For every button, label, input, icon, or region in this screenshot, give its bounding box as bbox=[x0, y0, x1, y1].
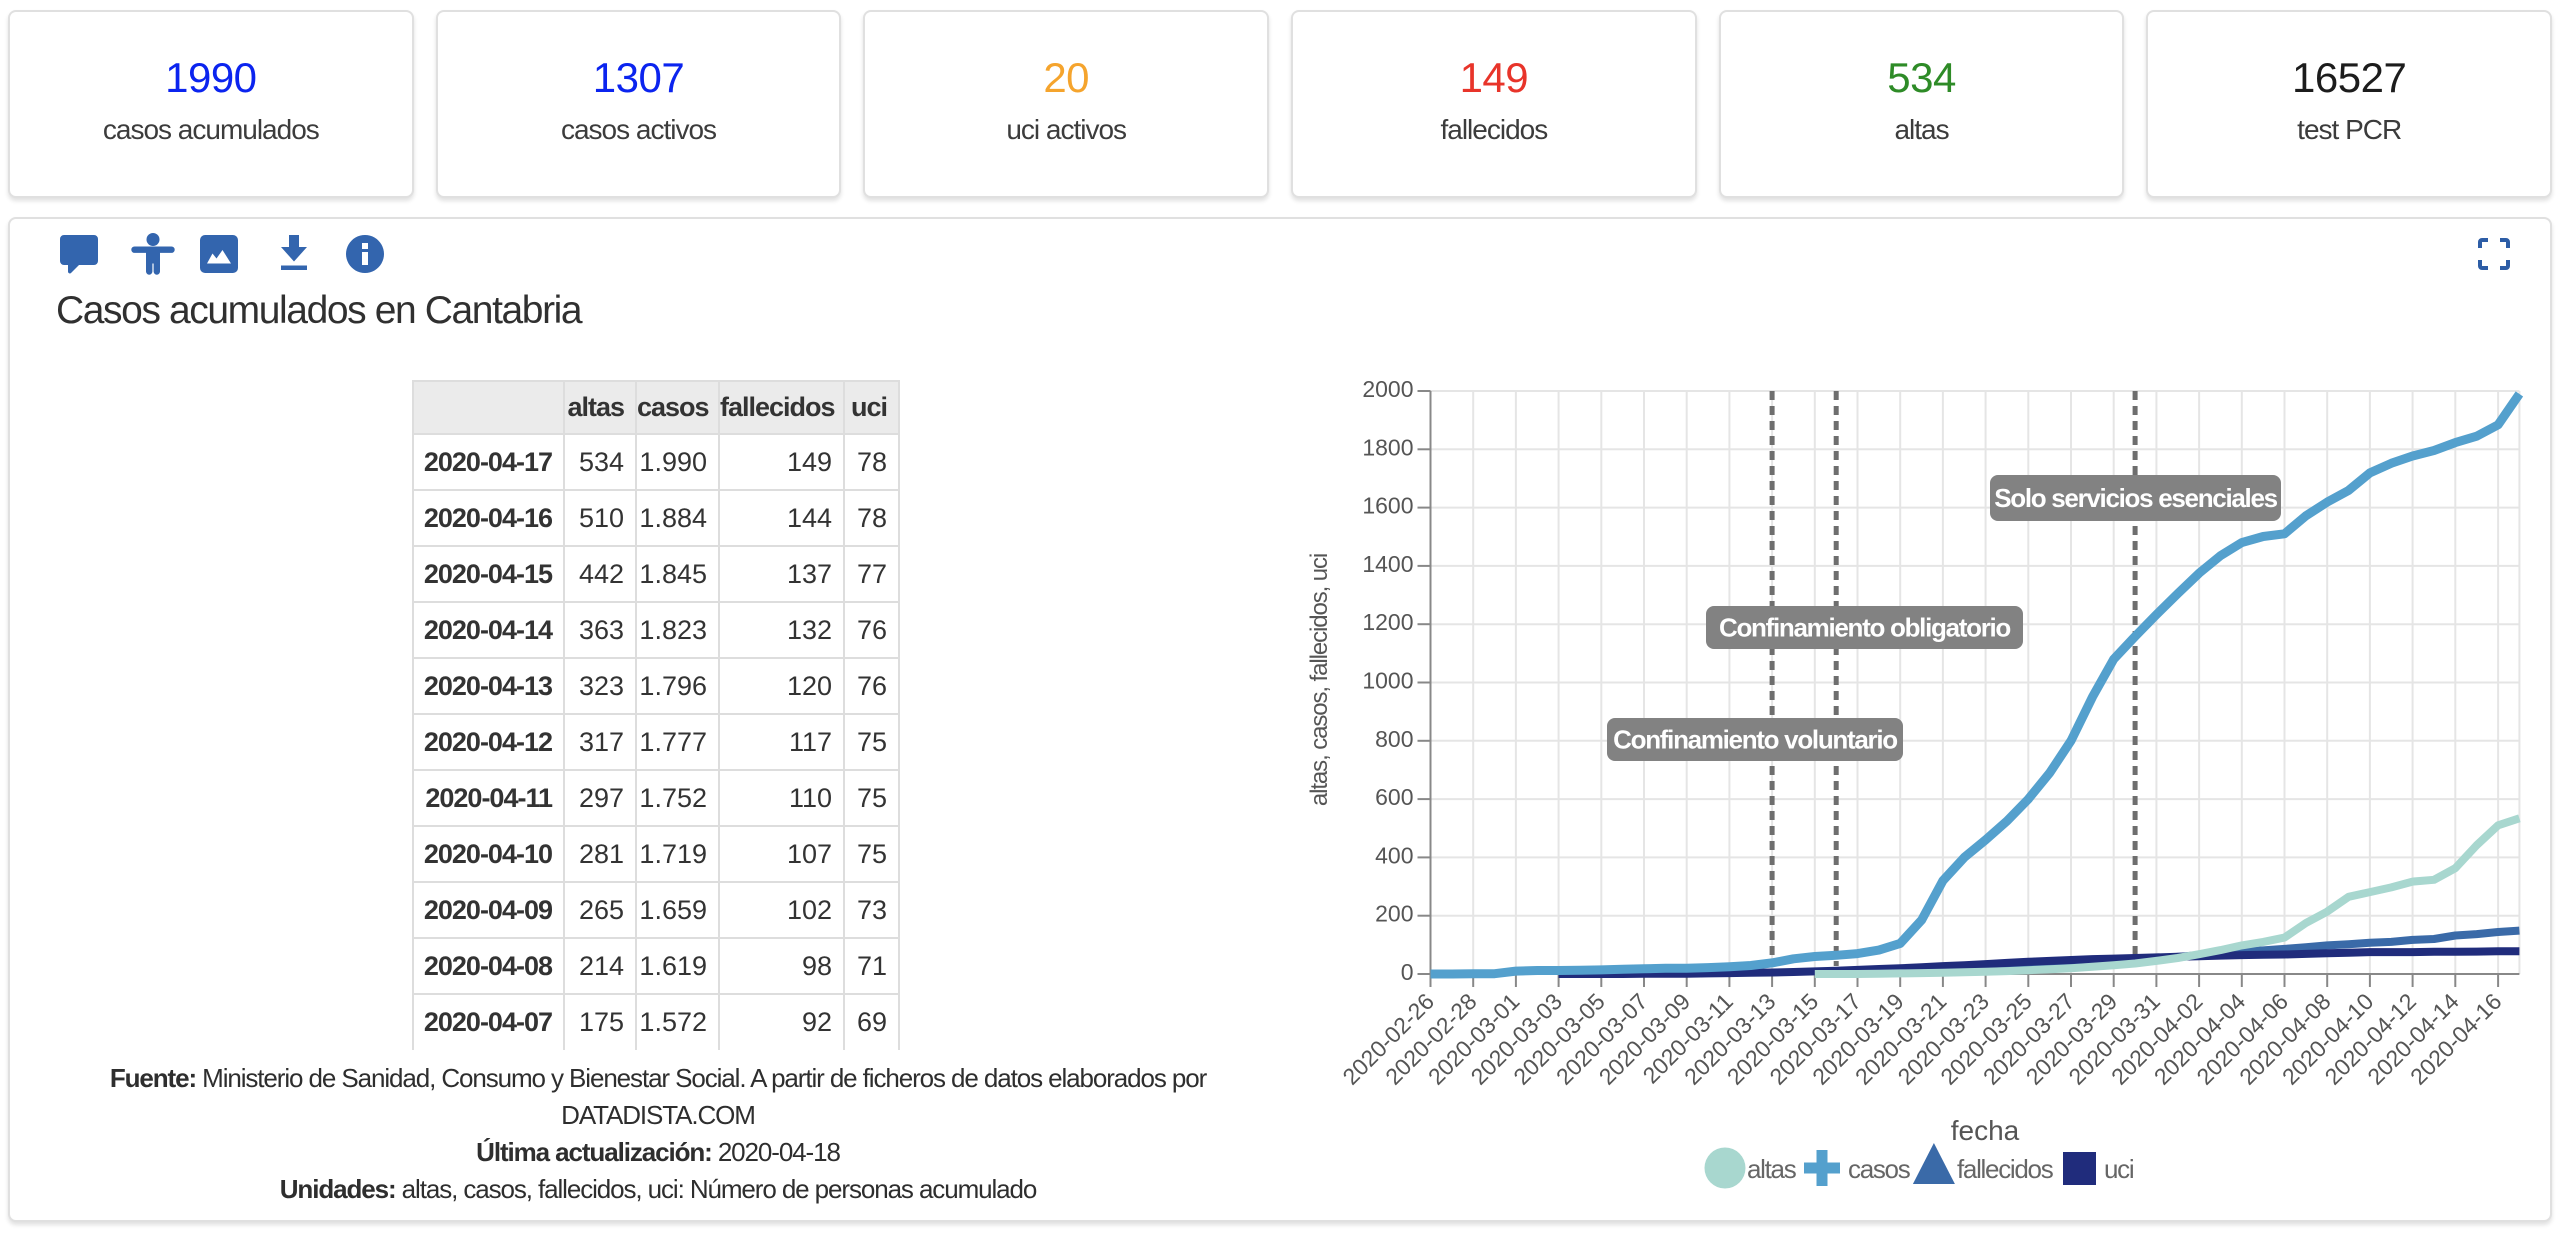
svg-text:fecha: fecha bbox=[1951, 1115, 2020, 1146]
svg-text:casos: casos bbox=[1848, 1154, 1911, 1184]
svg-text:altas: altas bbox=[1747, 1154, 1797, 1184]
svg-text:Solo servicios esenciales: Solo servicios esenciales bbox=[1994, 483, 2277, 513]
svg-text:600: 600 bbox=[1375, 784, 1413, 810]
svg-text:fallecidos: fallecidos bbox=[1957, 1154, 2054, 1184]
svg-text:800: 800 bbox=[1375, 726, 1413, 752]
svg-text:uci: uci bbox=[2104, 1154, 2134, 1184]
svg-text:200: 200 bbox=[1375, 901, 1413, 927]
svg-text:1800: 1800 bbox=[1362, 434, 1413, 460]
svg-text:0: 0 bbox=[1401, 959, 1414, 985]
svg-text:Confinamiento obligatorio: Confinamiento obligatorio bbox=[1719, 613, 2010, 643]
svg-text:1000: 1000 bbox=[1362, 668, 1413, 694]
svg-text:altas, casos, fallecidos, uci: altas, casos, fallecidos, uci bbox=[1306, 554, 1333, 806]
svg-text:1200: 1200 bbox=[1362, 609, 1413, 635]
svg-text:1600: 1600 bbox=[1362, 493, 1413, 519]
svg-text:400: 400 bbox=[1375, 842, 1413, 868]
svg-text:Confinamiento voluntario: Confinamiento voluntario bbox=[1613, 725, 1897, 755]
svg-text:1400: 1400 bbox=[1362, 551, 1413, 577]
svg-text:2000: 2000 bbox=[1362, 376, 1413, 402]
